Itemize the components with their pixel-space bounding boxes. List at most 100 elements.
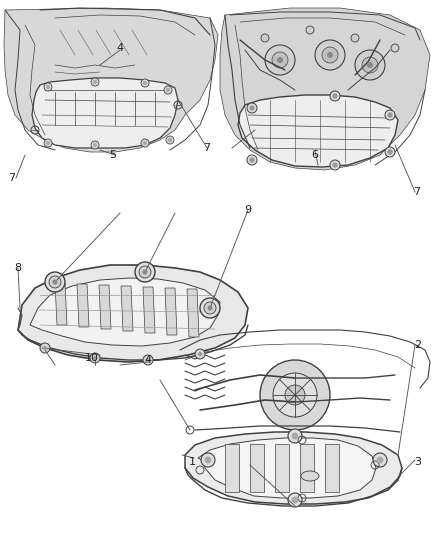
Circle shape [391,44,399,52]
Polygon shape [99,285,111,329]
Polygon shape [185,432,402,504]
Circle shape [351,34,359,42]
Circle shape [306,26,314,34]
Polygon shape [18,265,248,362]
Polygon shape [238,95,398,167]
Polygon shape [250,444,264,492]
Circle shape [93,356,97,360]
Circle shape [40,343,50,353]
Polygon shape [300,444,314,492]
Circle shape [90,353,100,363]
Polygon shape [325,444,339,492]
Text: 7: 7 [413,187,420,197]
Circle shape [373,453,387,467]
Circle shape [93,143,97,147]
Circle shape [44,139,52,147]
Circle shape [53,279,57,285]
Circle shape [46,141,50,145]
Text: 6: 6 [311,150,318,160]
Text: 5: 5 [110,150,117,160]
Circle shape [139,266,151,278]
Circle shape [272,52,288,68]
Text: 7: 7 [203,143,211,153]
Circle shape [93,80,97,84]
Circle shape [260,360,330,430]
Polygon shape [77,284,89,327]
Circle shape [247,155,257,165]
Circle shape [43,346,47,350]
Circle shape [46,85,50,89]
Text: 1: 1 [188,457,195,467]
Polygon shape [225,444,239,492]
Text: 9: 9 [244,205,251,215]
Text: 10: 10 [85,353,99,363]
Circle shape [91,78,99,86]
Circle shape [195,349,205,359]
Polygon shape [32,78,178,148]
Circle shape [322,47,338,63]
Polygon shape [121,286,133,331]
Circle shape [292,497,299,504]
Polygon shape [143,287,155,333]
Circle shape [250,157,254,163]
Ellipse shape [301,471,319,481]
Text: 8: 8 [14,263,21,273]
Circle shape [385,110,395,120]
Circle shape [205,456,212,464]
Circle shape [44,83,52,91]
Circle shape [330,91,340,101]
Polygon shape [198,438,376,498]
Circle shape [198,352,202,356]
Circle shape [288,429,302,443]
Circle shape [277,57,283,63]
Circle shape [292,432,299,440]
Circle shape [388,149,392,155]
Circle shape [168,138,172,142]
Circle shape [166,88,170,92]
Circle shape [332,163,338,167]
Circle shape [330,160,340,170]
Text: 4: 4 [117,43,124,53]
Circle shape [355,50,385,80]
Circle shape [327,52,333,58]
Circle shape [141,79,149,87]
Circle shape [285,385,305,405]
Circle shape [142,270,148,274]
Circle shape [247,103,257,113]
Circle shape [141,139,149,147]
Text: 7: 7 [8,173,16,183]
Text: 3: 3 [414,457,421,467]
Circle shape [332,93,338,99]
Circle shape [385,147,395,157]
Text: 4: 4 [145,355,152,365]
Circle shape [362,57,378,73]
Circle shape [367,62,373,68]
Text: 2: 2 [414,340,421,350]
Circle shape [273,373,317,417]
Polygon shape [220,8,430,170]
Circle shape [204,302,216,314]
Polygon shape [55,283,67,325]
Circle shape [49,276,61,288]
Circle shape [208,305,212,311]
Circle shape [288,493,302,507]
Circle shape [143,355,153,365]
Circle shape [166,136,174,144]
Circle shape [388,112,392,117]
Circle shape [164,86,172,94]
Circle shape [135,262,155,282]
Circle shape [146,358,150,362]
Circle shape [45,272,65,292]
Circle shape [265,45,295,75]
Polygon shape [187,289,199,337]
Circle shape [377,456,384,464]
Polygon shape [275,444,289,492]
Circle shape [143,81,147,85]
Circle shape [200,298,220,318]
Polygon shape [30,278,220,346]
Circle shape [91,141,99,149]
Circle shape [261,34,269,42]
Circle shape [201,453,215,467]
Circle shape [143,141,147,145]
Circle shape [250,106,254,110]
